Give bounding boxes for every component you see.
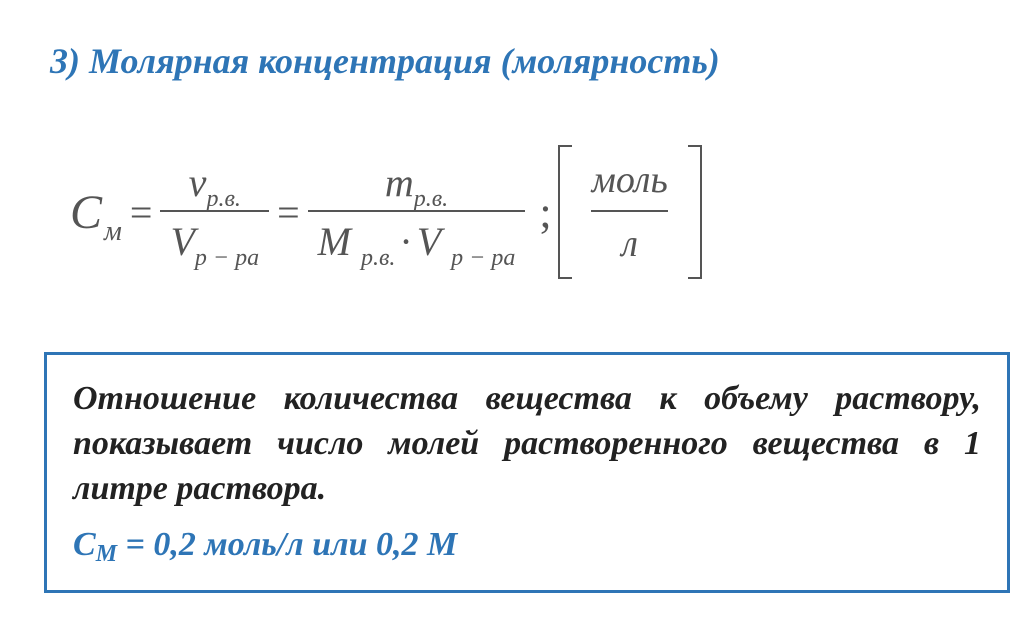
right-bracket	[688, 145, 702, 279]
definition-box: Отношение количества вещества к объему р…	[44, 352, 1010, 593]
nu-subscript: р.в.	[206, 186, 240, 212]
unit-fraction: моль л	[582, 158, 678, 266]
fraction-m-over-mv: mр.в. M р.в.·V р − ра	[308, 159, 526, 265]
unit-numerator: моль	[582, 158, 678, 210]
semicolon: ;	[539, 187, 551, 238]
equals-2: =	[277, 189, 300, 236]
cm-subscript: м	[104, 216, 122, 248]
definition-text: Отношение количества вещества к объему р…	[73, 377, 981, 512]
unit-bracket: моль л	[558, 145, 702, 279]
big-m-symbol: M	[318, 219, 351, 264]
equals-1: =	[130, 189, 153, 236]
v-symbol-1: V	[170, 219, 194, 264]
v-symbol-2: V	[417, 219, 441, 264]
definition-formula: СМ = 0,2 моль/л или 0,2 М	[73, 526, 981, 564]
def-formula-rest: = 0,2 моль/л или 0,2 М	[117, 526, 457, 563]
multiplication-dot: ·	[399, 219, 412, 264]
main-formula: С м = νр.в. Vр − ра = mр.в. M р.в.·V р −…	[70, 145, 974, 279]
v-subscript-1: р − ра	[195, 245, 259, 271]
def-c-subscript: М	[96, 541, 117, 567]
frac2-numerator: mр.в.	[375, 159, 458, 210]
m-subscript: р.в.	[414, 186, 448, 212]
frac1-numerator: νр.в.	[179, 159, 251, 210]
frac2-denominator: M р.в.·V р − ра	[308, 210, 526, 265]
section-title: 3) Молярная концентрация (молярность)	[50, 40, 720, 82]
unit-denominator: л	[591, 210, 668, 266]
big-m-subscript: р.в.	[361, 245, 395, 271]
fraction-nu-over-v: νр.в. Vр − ра	[160, 159, 269, 265]
left-bracket	[558, 145, 572, 279]
variable-cm: С м	[70, 185, 122, 240]
m-symbol: m	[385, 160, 414, 205]
frac1-denominator: Vр − ра	[160, 210, 269, 265]
cm-letter: С	[70, 185, 102, 240]
def-c-letter: С	[73, 526, 96, 563]
v-subscript-2: р − ра	[451, 245, 515, 271]
nu-symbol: ν	[189, 160, 207, 205]
